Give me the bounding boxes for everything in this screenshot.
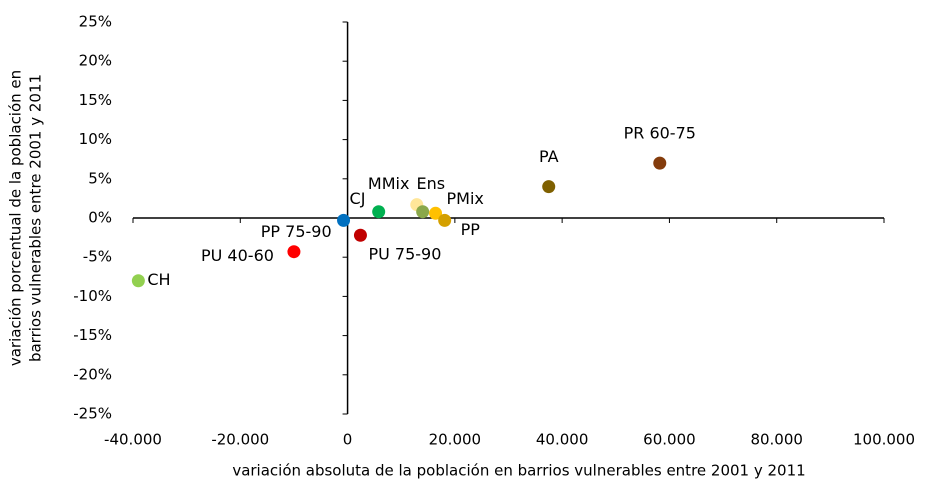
x-tick-label: 100.000 [853, 431, 915, 449]
y-tick-label: -15% [73, 326, 112, 344]
point [372, 205, 386, 219]
x-tick-label: -40.000 [104, 431, 162, 449]
point-label: PU 75-90 [368, 245, 441, 264]
x-tick-label: 80.000 [750, 431, 803, 449]
x-tick-label: 40.000 [536, 431, 589, 449]
y-tick-label: 25% [79, 13, 112, 31]
y-tick-label: 15% [79, 91, 112, 109]
y-axis-title-line: barrios vulnerables entre 2001 y 2011 [27, 74, 45, 362]
point [131, 274, 145, 288]
y-axis-title-line: variación porcentual de la población en [7, 70, 25, 366]
point [438, 213, 452, 227]
point [353, 228, 367, 242]
point-label: PP 75-90 [261, 222, 332, 241]
x-tick-label: 20.000 [429, 431, 482, 449]
y-tick-label: 10% [79, 130, 112, 148]
x-tick-label: 60.000 [643, 431, 696, 449]
y-tick-label: 20% [79, 52, 112, 70]
x-tick-label: -20.000 [211, 431, 269, 449]
y-tick-label: 0% [88, 209, 112, 227]
x-axis-title: variación absoluta de la población en ba… [232, 462, 805, 480]
point-label: PMix [447, 189, 484, 208]
y-tick-label: -25% [73, 405, 112, 423]
point-label: PA [539, 147, 559, 166]
point-label: PP [461, 220, 481, 239]
point-label: CJ [350, 189, 366, 208]
point-label: MMix [368, 174, 410, 193]
y-tick-label: -20% [73, 365, 112, 383]
y-tick-label: -5% [83, 248, 112, 266]
point [416, 205, 430, 219]
point [337, 213, 351, 227]
point [542, 180, 556, 194]
point [653, 156, 667, 170]
y-tick-label: -10% [73, 287, 112, 305]
y-tick-label: 5% [88, 169, 112, 187]
point-label: PU 40-60 [201, 246, 274, 265]
point-label: Ens [416, 174, 445, 193]
point-label: CH [147, 270, 170, 289]
y-axis-title: variación porcentual de la población en … [7, 70, 45, 366]
point [287, 245, 301, 259]
x-tick-label: 0 [343, 431, 353, 449]
point-label: PR 60-75 [624, 124, 696, 143]
point [429, 206, 443, 220]
